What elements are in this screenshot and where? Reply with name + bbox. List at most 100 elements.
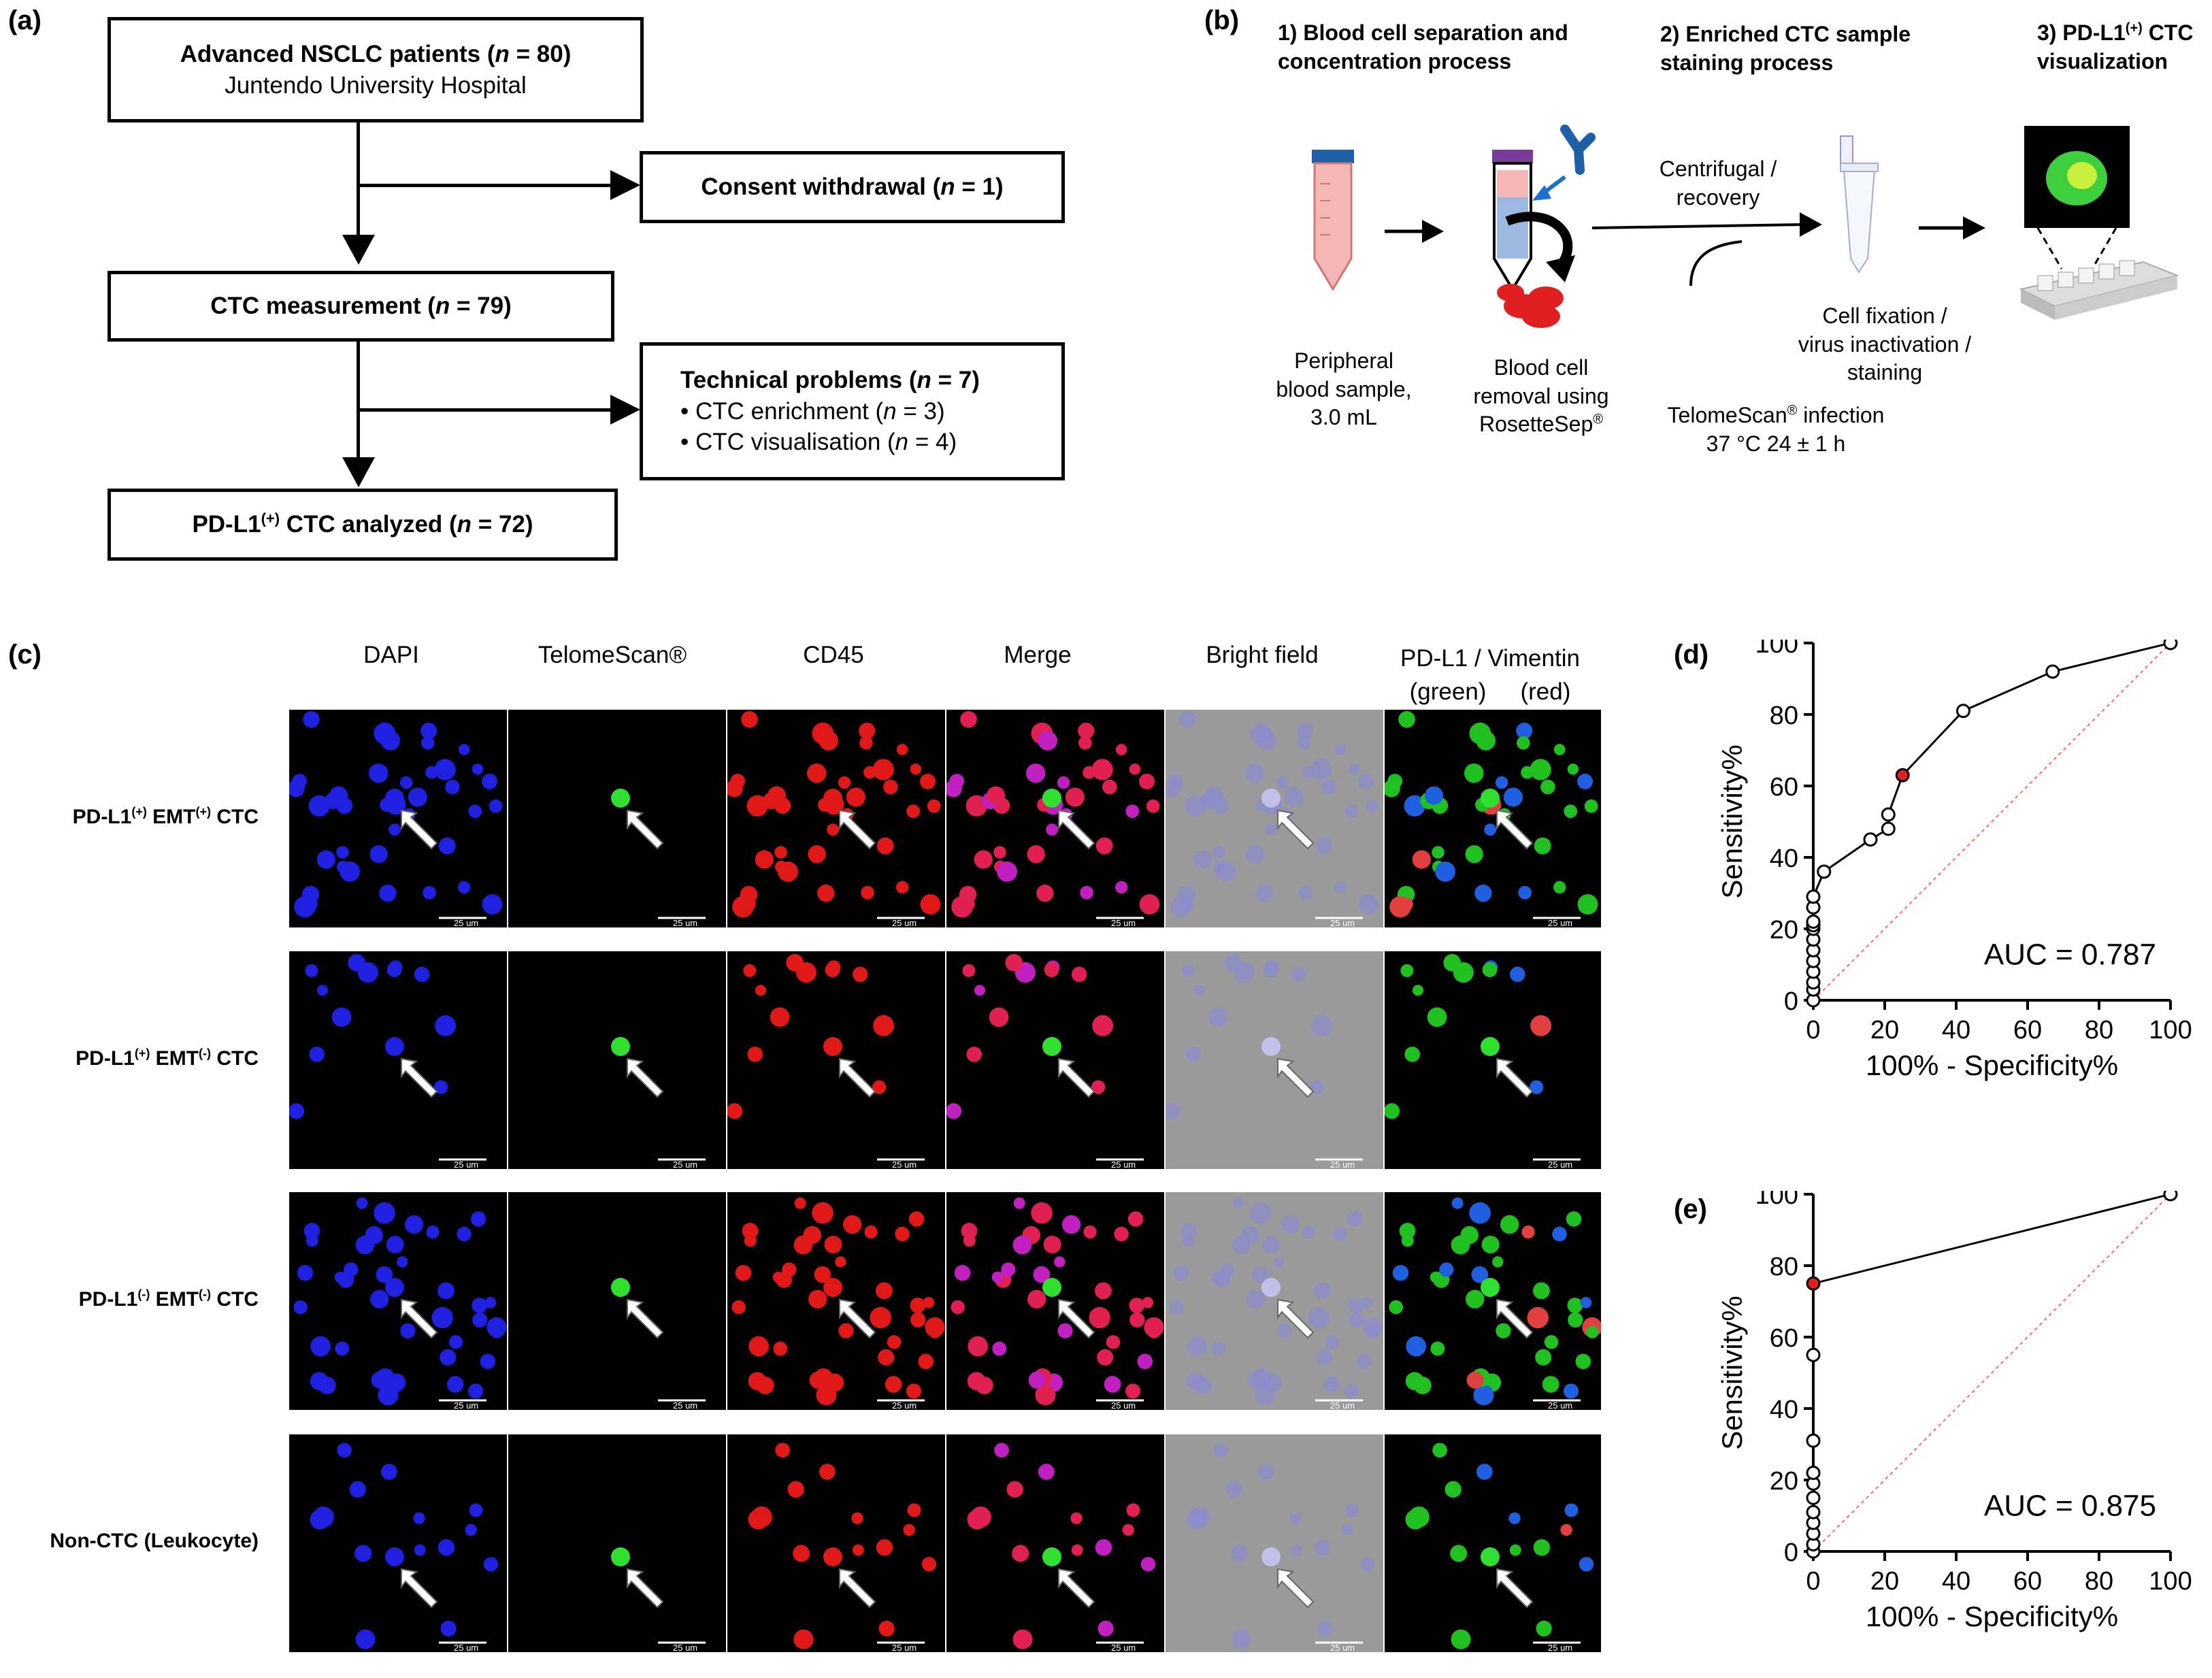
pointer-arrow-icon	[1277, 1057, 1315, 1098]
x-axis-label: 100% - Specificity%	[1866, 1600, 2118, 1632]
pointer-arrow-icon	[627, 1298, 664, 1339]
panel-label-d: (d)	[1674, 640, 1709, 670]
roc-point	[1806, 1490, 1821, 1505]
x-tick-label: 40	[1942, 1567, 1970, 1596]
arrow-icon	[1591, 223, 1804, 229]
roc-point	[1806, 889, 1821, 904]
auc-annotation: AUC = 0.787	[1984, 938, 2156, 972]
y-tick-label: 60	[1770, 1324, 1798, 1353]
flow-box-enrolled: Advanced NSCLC patients (n = 80) Juntend…	[108, 17, 644, 122]
roc-point	[1817, 864, 1832, 879]
pointer-arrow-icon	[839, 809, 876, 850]
pointer-arrow-icon	[1496, 1568, 1534, 1609]
label-cell-fixation: Cell fixation / virus inactivation / stain…	[1798, 303, 1972, 385]
micrograph-tile: 25 um	[1166, 951, 1383, 1169]
x-tick-label: 60	[2013, 1567, 2042, 1596]
flow-arrow-right	[610, 395, 640, 425]
pointer-arrow-icon	[1277, 1298, 1315, 1339]
micrograph-tile: 25 um	[1166, 1434, 1383, 1652]
flow-box-technical-item-2: • CTC visualisation (n = 4)	[680, 429, 957, 456]
micrograph-tile: 25 um	[727, 710, 945, 927]
roc-point	[1806, 1347, 1821, 1362]
x-tick-label: 20	[1870, 1016, 1899, 1044]
scale-bar-label: 25 um	[1111, 1643, 1136, 1652]
blood-tube-icon	[1312, 150, 1354, 291]
pointer-arrow-icon	[839, 1057, 876, 1098]
roc-point	[2045, 664, 2060, 679]
flow-box-enrolled-site: Juntendo University Hospital	[225, 71, 527, 99]
panel-label-c: (c)	[8, 640, 42, 670]
pointer-arrow-icon	[1058, 1568, 1095, 1609]
pointer-arrow-icon	[1058, 1298, 1095, 1339]
antibody-icon	[1532, 125, 1596, 201]
roc-point	[1806, 1504, 1821, 1519]
micrograph-tile: 25 um	[289, 1192, 507, 1410]
y-tick-label: 100	[1755, 1191, 1798, 1210]
flow-box-analyzed: PD-L1(+) CTC analyzed (n = 72)	[108, 489, 618, 561]
separation-tube-icon	[1492, 150, 1533, 292]
y-tick-label: 40	[1770, 844, 1798, 873]
y-tick-label: 0	[1784, 1539, 1798, 1567]
pointer-arrow-icon	[1496, 809, 1534, 850]
row-label: PD-L1(+) EMT(-) CTC	[76, 1047, 259, 1070]
pointer-arrow-icon	[627, 1568, 664, 1609]
scale-bar-label: 25 um	[454, 1400, 478, 1410]
micrograph-tile: 25 um	[1166, 1192, 1383, 1410]
x-tick-label: 80	[2085, 1567, 2113, 1596]
row-label: PD-L1(-) EMT(-) CTC	[78, 1287, 259, 1311]
pointer-arrow-icon	[401, 809, 438, 850]
column-header: DAPI	[363, 642, 419, 668]
step-3-title: 3) PD-L1(+) CTC visualization	[2037, 20, 2194, 73]
scale-bar-label: 25 um	[673, 1159, 697, 1169]
roc-point	[1881, 807, 1896, 822]
y-tick-label: 0	[1784, 987, 1798, 1016]
y-axis-label: Sensitivity%	[1716, 744, 1748, 898]
micrograph-tile: 25 um	[1385, 710, 1601, 927]
y-tick-label: 40	[1770, 1396, 1798, 1424]
column-header: Bright field	[1206, 642, 1319, 668]
micrograph-tile: 25 um	[946, 1192, 1164, 1410]
row-label: PD-L1(+) EMT(+) CTC	[72, 805, 259, 828]
pointer-arrow-icon	[839, 1568, 876, 1609]
pointer-arrow-icon	[1058, 1057, 1095, 1098]
column-header-pdl1-vimentin: PD-L1 / Vimentin (green) (red)	[1400, 645, 1580, 705]
row-label: Non-CTC (Leukocyte)	[50, 1530, 259, 1552]
scale-bar-label: 25 um	[1111, 1159, 1136, 1169]
micrograph-tile: 25 um	[1385, 1434, 1601, 1652]
micrograph-tile: 25 um	[946, 1434, 1164, 1652]
flow-box-enrolled-title: Advanced NSCLC patients (n = 80)	[180, 41, 572, 67]
flow-connector	[358, 408, 616, 412]
flow-arrow-down	[342, 235, 375, 265]
reference-line	[1813, 642, 2171, 1001]
scale-bar-label: 25 um	[673, 1643, 697, 1652]
roc-point	[1806, 1433, 1821, 1448]
pointer-arrow-icon	[627, 809, 664, 850]
micrograph-tile: 25 um	[1166, 710, 1383, 927]
microtube-icon	[1840, 135, 1879, 274]
scale-bar-label: 25 um	[1111, 1400, 1136, 1410]
flow-box-analyzed-text: PD-L1(+) CTC analyzed (n = 72)	[192, 510, 533, 538]
scale-bar-label: 25 um	[673, 1400, 697, 1410]
pointer-arrow-icon	[627, 1057, 664, 1098]
flow-box-technical-title: Technical problems (n = 7)	[680, 367, 980, 394]
micrograph-tile: 25 um	[727, 1434, 945, 1652]
micrograph-tile: 25 um	[508, 1434, 726, 1652]
flow-connector	[358, 184, 616, 187]
flow-box-measurement-text: CTC measurement (n = 79)	[210, 293, 512, 320]
label-telomescan-infection: TelomeScan® infection 37 °C 24 ± 1 h	[1667, 403, 1885, 456]
label-blood-cell-removal: Blood cell removal using RosetteSep®	[1473, 355, 1609, 437]
pointer-arrow-icon	[1496, 1298, 1534, 1339]
roc-point	[2163, 1191, 2178, 1202]
reference-line	[1813, 1194, 2171, 1552]
roc-point	[1806, 915, 1821, 929]
roc-point	[1956, 704, 1970, 719]
flow-box-measurement: CTC measurement (n = 79)	[108, 271, 614, 342]
flow-arrow-right	[610, 170, 640, 200]
step-1-title: 1) Blood cell separation and concentratio…	[1278, 20, 1568, 73]
y-tick-label: 80	[1770, 702, 1798, 730]
optimal-cutoff-point	[1806, 1276, 1821, 1291]
panel-label-e: (e)	[1674, 1194, 1707, 1224]
column-header: CD45	[803, 642, 864, 668]
micrograph-tile: 25 um	[289, 951, 507, 1169]
scale-bar-label: 25 um	[1330, 1643, 1355, 1652]
